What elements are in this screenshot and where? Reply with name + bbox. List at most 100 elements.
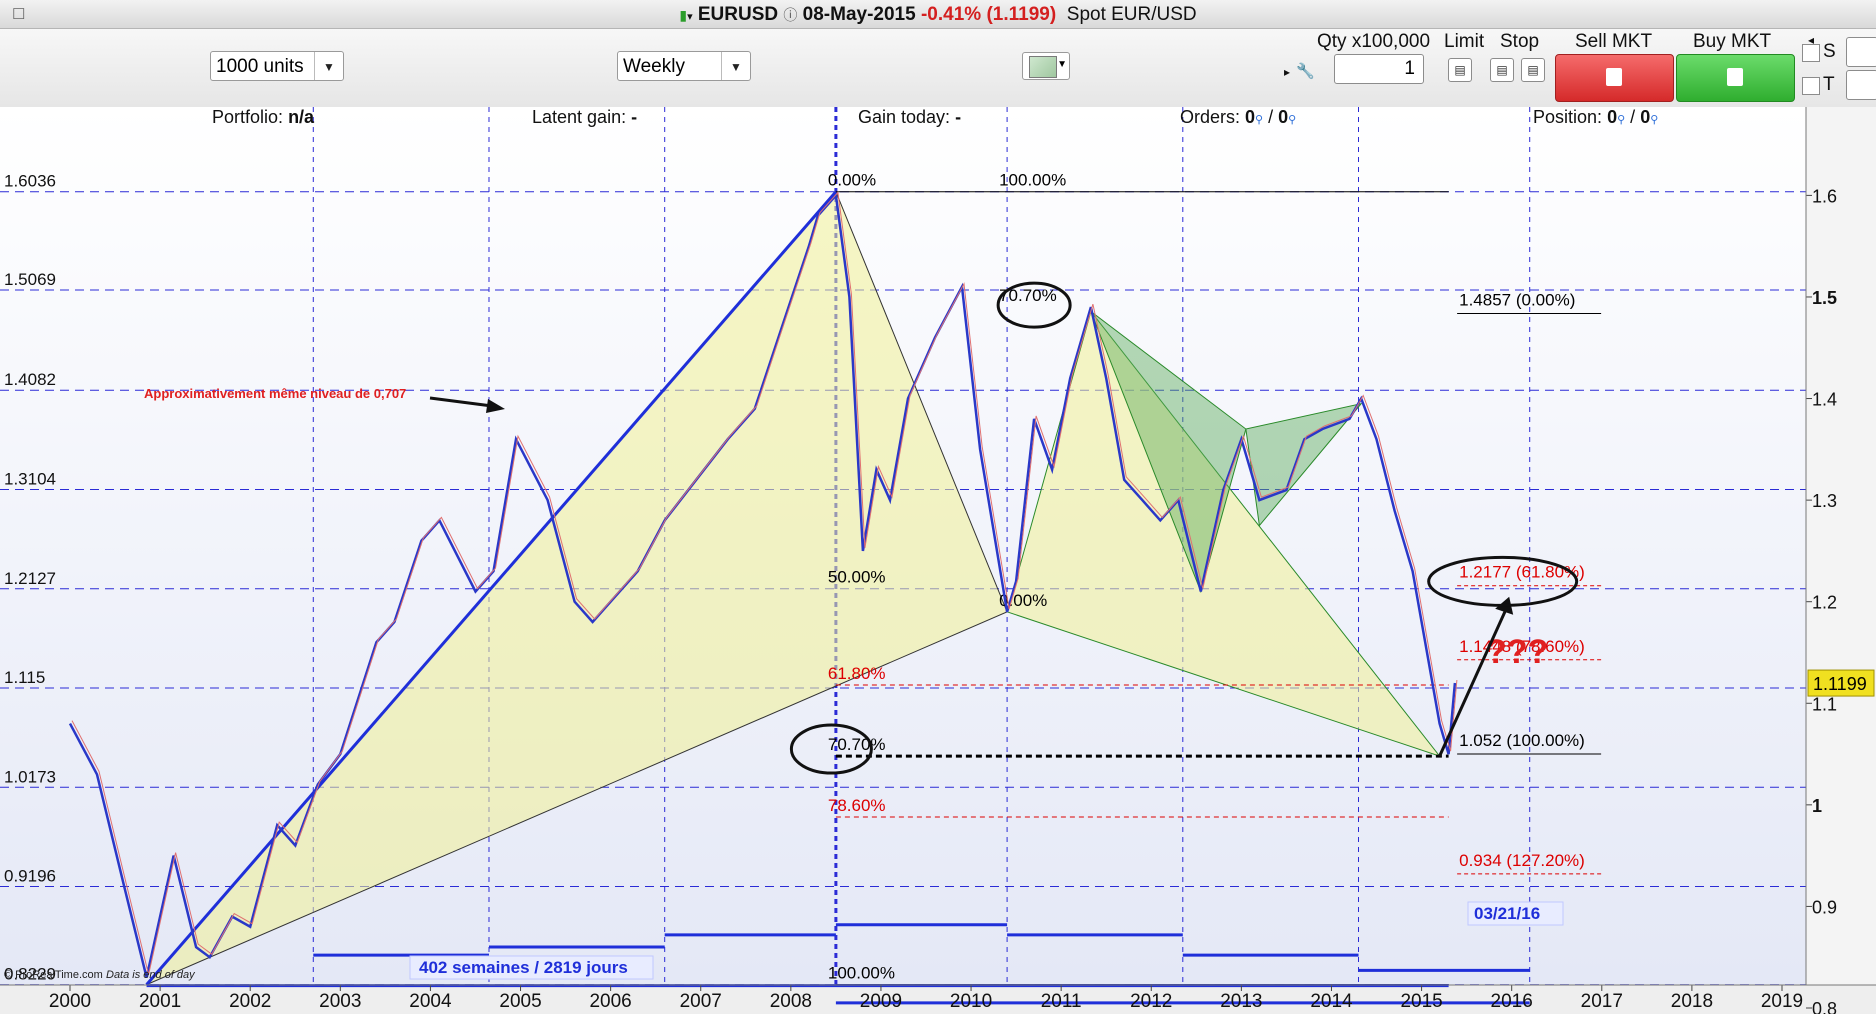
y-tick-label: 1 xyxy=(1812,796,1822,816)
level-label: 0.8229 xyxy=(4,965,56,984)
t-label: T xyxy=(1823,74,1835,95)
chart-area: 1.6036 1.5069 1.4082 1.3104 1.2127 1.115 1.017… xyxy=(0,107,1876,1019)
projection-arrow-line xyxy=(1438,606,1509,757)
buy-mkt-button[interactable] xyxy=(1676,54,1795,102)
highlight-ellipse xyxy=(996,281,1072,329)
order-ticket-icon xyxy=(1727,68,1743,86)
level-label: 1.5069 xyxy=(4,270,56,289)
fib-label: 1.2177 (61.80%) xyxy=(1459,563,1585,582)
s-checkbox[interactable] xyxy=(1802,44,1820,62)
x-tick-label: 2011 xyxy=(1041,991,1082,1012)
y-tick-label: 1.6 xyxy=(1812,186,1837,206)
portfolio-value: n/a xyxy=(288,107,315,127)
instrument-description: Spot EUR/USD xyxy=(1066,4,1197,25)
candle-icon: ▮ xyxy=(679,7,688,23)
orders-label: Orders: xyxy=(1180,107,1241,127)
x-tick-label: 2007 xyxy=(680,991,722,1012)
highlight-ellipse xyxy=(789,723,873,775)
period-select[interactable]: Weekly ▼ xyxy=(617,51,751,81)
price-layer xyxy=(68,191,1458,978)
last-price-label: 1.1199 xyxy=(1813,674,1867,694)
x-tick-label: 2006 xyxy=(589,991,631,1012)
y-tick-label: 1.3 xyxy=(1812,491,1837,511)
price-series-shadow xyxy=(71,191,1458,975)
x-tick-label: 2003 xyxy=(319,991,361,1012)
x-tick-label: 2001 xyxy=(139,991,181,1012)
question-marks: ??? xyxy=(1486,633,1548,671)
data-note-label: Data is end of day xyxy=(106,969,196,981)
limit-order-button[interactable]: ▤ xyxy=(1448,58,1472,82)
arrow-head xyxy=(486,399,505,413)
price-chart[interactable]: 1.6036 1.5069 1.4082 1.3104 1.2127 1.115 1.017… xyxy=(0,107,1876,1019)
highlight-ellipse xyxy=(1427,555,1579,607)
stop-order-button-2[interactable]: ▤ xyxy=(1521,58,1545,82)
orders-status[interactable]: Orders: 0⚲ / 0⚲ xyxy=(1180,107,1296,128)
window-title: ▮▾ EURUSD ⓘ 08-May-2015 -0.41% (1.1199) … xyxy=(679,4,1197,25)
limit-label: Limit xyxy=(1444,31,1485,52)
info-icon[interactable]: ⓘ xyxy=(783,7,798,23)
x-tick-label: 2002 xyxy=(229,991,271,1012)
fib-label: 1.052 (100.00%) xyxy=(1459,731,1585,750)
s-input[interactable] xyxy=(1846,37,1876,67)
x-tick-label: 2018 xyxy=(1671,991,1713,1012)
fib-label: 50.00% xyxy=(828,567,886,586)
y-tick-label: 0.8 xyxy=(1812,999,1837,1014)
search-icon[interactable]: ⚲ xyxy=(1255,114,1264,126)
chart-tools-button[interactable]: ▼ xyxy=(1022,52,1070,80)
weeks-label-box xyxy=(409,955,654,980)
level-label: 1.115 xyxy=(4,668,45,687)
search-icon[interactable]: ⚲ xyxy=(1288,114,1297,126)
period-select-value: Weekly xyxy=(623,56,685,77)
latent-label: Latent gain: xyxy=(532,107,627,127)
x-tick-label: 2010 xyxy=(950,991,992,1012)
search-icon[interactable]: ⚲ xyxy=(1617,114,1626,126)
date-label-box xyxy=(1467,901,1564,926)
fib-label: 78.60% xyxy=(828,796,886,815)
close-icon[interactable]: ☐ xyxy=(12,6,26,23)
level-label: 1.6036 xyxy=(4,172,56,191)
sell-mkt-button[interactable] xyxy=(1555,54,1674,102)
scroll-arrow-icon[interactable]: ◂ xyxy=(1808,33,1815,47)
x-tick-label: 2004 xyxy=(409,991,452,1012)
qty-input[interactable]: 1 xyxy=(1334,54,1424,84)
t-checkbox[interactable] xyxy=(1802,77,1820,95)
position-separator: / xyxy=(1630,107,1636,127)
portfolio-status: Portfolio: n/a xyxy=(212,107,314,128)
gain-label: Gain today: xyxy=(858,107,951,127)
wrench-icon[interactable]: 🔧 xyxy=(1296,63,1315,80)
y-tick-label: 1.1 xyxy=(1812,694,1837,714)
weeks-label: 402 semaines / 2819 jours xyxy=(419,958,628,977)
change-label: -0.41% xyxy=(920,4,982,25)
sell-label: Sell MKT xyxy=(1575,31,1653,52)
level-label: 1.0173 xyxy=(4,767,56,786)
stop-label: Stop xyxy=(1500,31,1540,52)
t-input[interactable] xyxy=(1846,70,1876,100)
chevron-down-icon: ▼ xyxy=(721,52,750,80)
arrow-line xyxy=(429,396,493,408)
date-label: 08-May-2015 xyxy=(802,4,916,25)
position-status[interactable]: Position: 0⚲ / 0⚲ xyxy=(1533,107,1658,128)
position-value-2: 0 xyxy=(1640,107,1651,127)
x-axis-background xyxy=(0,985,1876,1014)
fib-label: 100.00% xyxy=(999,171,1066,190)
units-select[interactable]: 1000 units ▼ xyxy=(210,51,344,81)
units-select-value: 1000 units xyxy=(216,56,304,77)
stop-order-button[interactable]: ▤ xyxy=(1490,58,1514,82)
copyright-label: © ProRealTime.com xyxy=(4,969,103,981)
latent-value: - xyxy=(631,107,638,127)
collapse-arrow-icon[interactable]: ▸ xyxy=(1284,65,1291,79)
s-label: S xyxy=(1823,41,1836,62)
date-label: 03/21/16 xyxy=(1474,904,1540,923)
order-ticket-icon xyxy=(1606,68,1622,86)
y-tick-label: 1.5 xyxy=(1812,288,1837,308)
x-tick-label: 2013 xyxy=(1220,991,1262,1012)
orders-value-2: 0 xyxy=(1278,107,1289,127)
level-label: 1.3104 xyxy=(4,470,56,489)
search-icon[interactable]: ⚲ xyxy=(1650,114,1659,126)
y-tick-label: 1.2 xyxy=(1812,593,1837,613)
x-tick-label: 2000 xyxy=(49,991,91,1012)
fib-label: 100.00% xyxy=(828,964,895,983)
last-price-marker xyxy=(1807,669,1875,697)
qty-label: Qty x100,000 xyxy=(1317,31,1431,52)
level-label: 1.4082 xyxy=(4,370,56,389)
